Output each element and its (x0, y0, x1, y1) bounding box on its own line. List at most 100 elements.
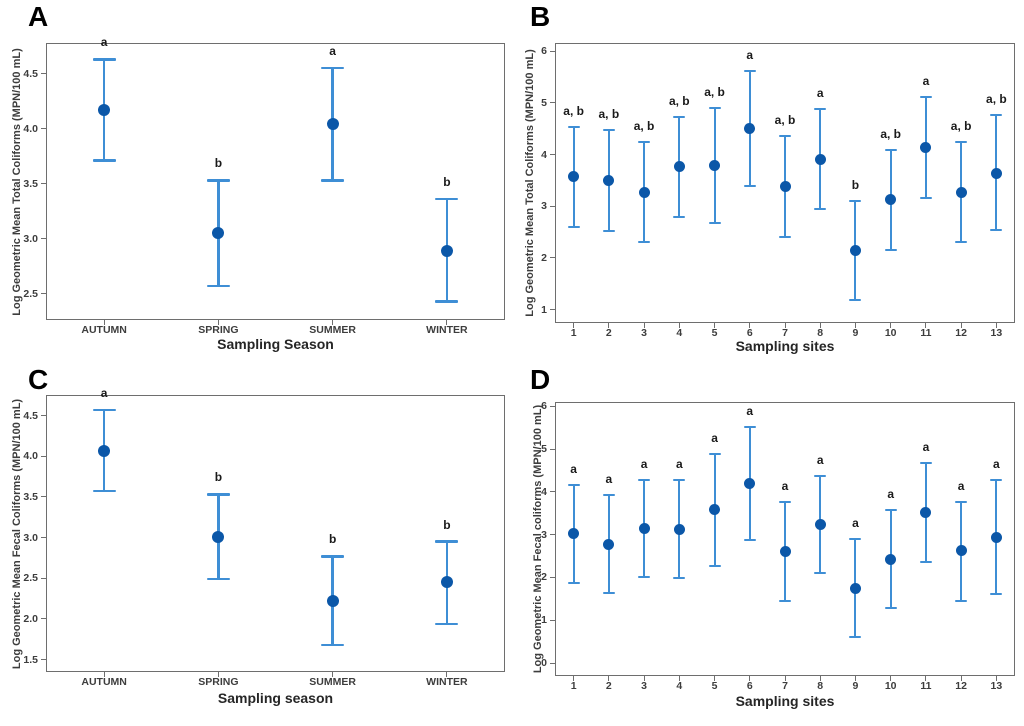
y-tick-mark (550, 205, 555, 207)
significance-letter: a, b (633, 118, 655, 133)
x-tick-mark (854, 676, 856, 681)
y-tick-label: 4.5 (23, 67, 38, 80)
significance-letter: a (781, 479, 789, 494)
panel-d-plot-area: 6 5 4 3 2 1 0 1 2 3 4 5 6 7 8 9 10 11 12 13 a a a a a a a a a a a a a (541, 400, 1015, 692)
y-tick-label: 4.0 (23, 122, 38, 135)
x-tick-label: 8 (817, 327, 824, 339)
y-axis-label-text: Log Geometric Mean Total Coliforms (MPN/… (524, 49, 536, 317)
x-tick-label: 12 (955, 327, 967, 339)
x-tick-mark (714, 676, 716, 681)
y-tick-label: 1 (541, 614, 547, 627)
x-tick-label: 3 (641, 680, 647, 692)
x-tick-label: 11 (920, 680, 932, 692)
mean-marker (603, 175, 615, 187)
panel-d-letter: D (530, 364, 551, 395)
panel-a: A Log Geometric Mean Total Coliforms (MP… (0, 0, 512, 363)
x-tick-label: 4 (676, 327, 683, 339)
error-bar-cap-top (435, 540, 459, 543)
x-tick-mark (608, 323, 610, 328)
x-tick-mark (332, 672, 334, 677)
significance-letter: a, b (668, 93, 690, 108)
y-tick-mark (41, 496, 46, 498)
x-tick-label: 6 (746, 327, 753, 339)
x-tick-label: SPRING (198, 676, 239, 688)
error-bar-cap-bottom (814, 207, 827, 210)
error-bar-cap-top (602, 494, 615, 497)
panel-c: C Log Geometric Mean Fecal Coliforms (MP… (0, 363, 512, 726)
error-bar-cap-bottom (884, 248, 897, 251)
significance-letter: a, b (986, 91, 1007, 106)
significance-letter: a (100, 35, 108, 50)
y-tick-label: 5 (541, 96, 547, 109)
x-tick-label: 13 (990, 327, 1003, 339)
error-bar-cap-top (814, 107, 827, 110)
x-tick-mark (854, 323, 856, 328)
y-tick-mark (550, 576, 555, 578)
error-bar-cap-bottom (779, 599, 791, 602)
x-tick-mark (446, 320, 448, 325)
error-bar-cap-top (602, 129, 615, 132)
x-tick-label: 7 (782, 327, 788, 339)
mean-marker (920, 142, 932, 154)
significance-letter: b (443, 175, 451, 190)
panel-d-x-axis-label: Sampling sites (735, 693, 835, 709)
error-bar-cap-top (435, 197, 459, 201)
mean-marker (638, 523, 650, 535)
x-tick-mark (960, 323, 962, 328)
error-bar-cap-top (884, 508, 897, 511)
x-tick-mark (890, 676, 892, 681)
y-tick-mark (41, 537, 46, 539)
panel-d: D Log Geometric Mean Fecal coliforms (MP… (512, 363, 1024, 726)
y-tick-label: 4.0 (23, 450, 38, 463)
x-tick-label: WINTER (426, 324, 468, 336)
y-tick-mark (550, 448, 555, 450)
y-tick-mark (550, 405, 555, 407)
significance-letter: b (851, 177, 860, 192)
error-bar-cap-bottom (919, 560, 932, 563)
mean-marker (212, 227, 225, 240)
y-tick-mark (550, 50, 555, 52)
error-bar-cap-bottom (743, 539, 756, 542)
error-bar-cap-bottom (955, 599, 968, 602)
error-bar-cap-top (567, 125, 580, 128)
mean-marker (920, 506, 932, 518)
error-bar-cap-top (206, 179, 230, 182)
mean-marker (849, 245, 861, 257)
error-bar-cap-top (955, 500, 968, 503)
x-tick-label: 5 (711, 680, 718, 692)
significance-letter: a, b (704, 85, 725, 100)
x-tick-label: 1 (570, 327, 577, 339)
significance-letter: a, b (950, 118, 972, 133)
significance-letter: a (816, 452, 824, 467)
error-bar-cap-top (206, 493, 230, 496)
y-tick-mark (550, 534, 555, 536)
x-tick-mark (573, 323, 575, 328)
mean-marker (709, 159, 721, 171)
significance-letter: a (922, 440, 930, 455)
panel-c-plot-area: 4.5 4.0 3.5 3.0 2.5 2.0 1.5 AUTUMN SPRING SUMMER W… (23, 386, 505, 688)
error-bar-cap-bottom (990, 229, 1003, 232)
significance-letter: a (922, 74, 930, 89)
x-tick-mark (960, 676, 962, 681)
significance-letter: a, b (563, 103, 584, 118)
mean-marker (98, 445, 111, 458)
y-tick-label: 3.0 (23, 232, 38, 245)
mean-marker (779, 545, 791, 557)
y-tick-mark (41, 73, 46, 75)
x-tick-label: 10 (884, 680, 897, 692)
error-bar-cap-top (779, 501, 791, 504)
x-tick-label: 7 (782, 680, 788, 692)
error-bar-cap-bottom (321, 179, 345, 182)
error-bar-cap-bottom (708, 564, 721, 567)
error-bar-cap-bottom (673, 576, 686, 579)
error-bar-cap-bottom (884, 607, 897, 610)
y-tick-label: 1 (541, 303, 547, 316)
x-tick-mark (749, 676, 751, 681)
error-bar-cap-top (919, 96, 932, 99)
error-bar-cap-bottom (708, 222, 721, 225)
significance-letter: a (675, 456, 683, 471)
mean-marker (98, 104, 111, 116)
error-bar-cap-bottom (673, 216, 686, 219)
panel-a-letter: A (28, 1, 49, 32)
x-tick-label: 9 (852, 327, 859, 339)
